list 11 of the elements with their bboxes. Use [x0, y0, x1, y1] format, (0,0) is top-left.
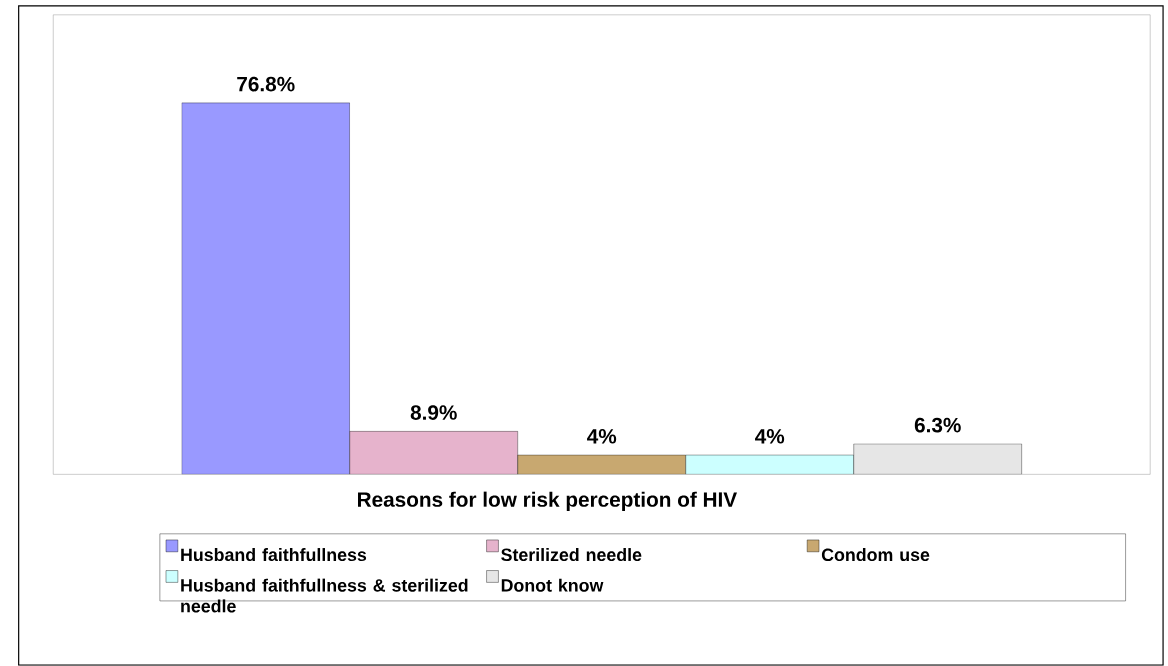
data-label: 8.9%	[410, 405, 457, 421]
data-label: 4%	[587, 429, 617, 444]
legend-label: Husband faithfullness & sterilized needle	[181, 578, 468, 613]
x-axis-title: Reasons for low risk perception of HIV	[358, 491, 737, 512]
data-label: 76.8%	[237, 76, 295, 92]
legend-label: Sterilized needle	[501, 548, 642, 562]
data-label: 6.3%	[914, 417, 961, 433]
legend-label: Condom use	[821, 548, 930, 562]
legend-label: Donot know	[501, 578, 604, 592]
data-label: 4%	[755, 429, 785, 444]
legend-label: Husband faithfullness	[181, 548, 367, 562]
